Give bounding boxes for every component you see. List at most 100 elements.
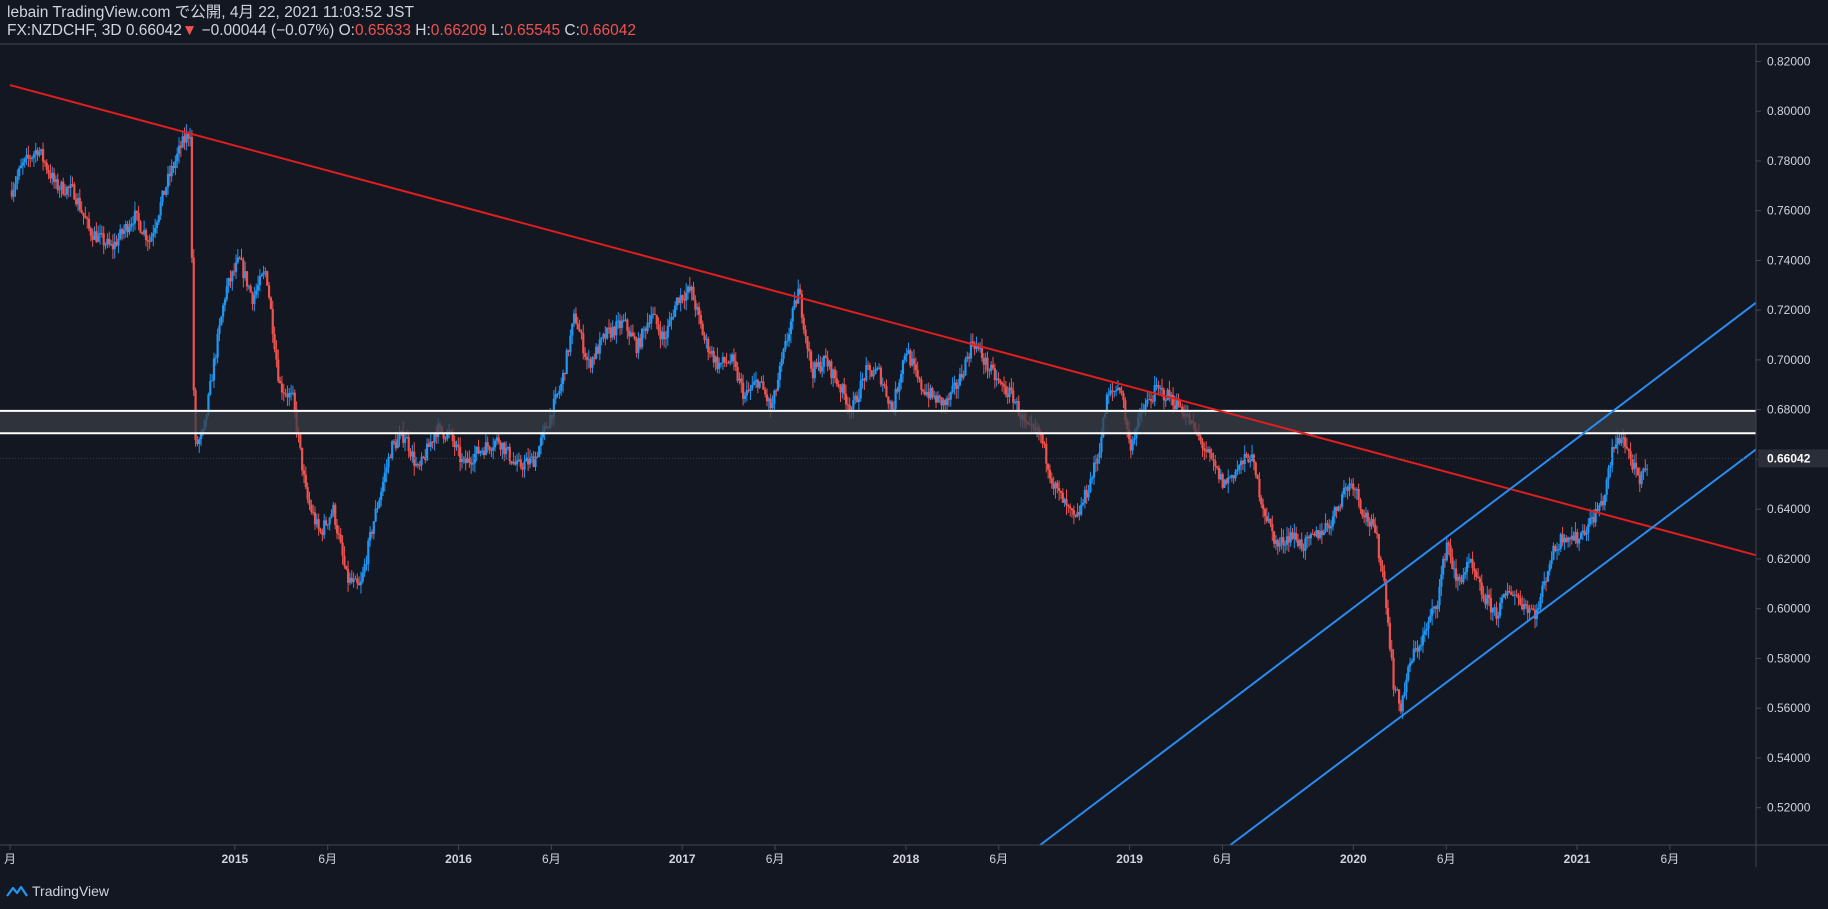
channel-lower-line[interactable] bbox=[1229, 448, 1757, 846]
candle bbox=[844, 384, 848, 413]
candle-body bbox=[903, 355, 906, 361]
candle bbox=[111, 234, 114, 260]
candle bbox=[563, 372, 566, 381]
candle bbox=[337, 525, 340, 540]
candle bbox=[1329, 520, 1333, 536]
candle bbox=[38, 147, 41, 158]
candle bbox=[486, 436, 489, 453]
candle bbox=[1265, 507, 1268, 524]
candle-body bbox=[898, 382, 901, 392]
candle bbox=[1574, 522, 1577, 544]
candle-body bbox=[492, 447, 495, 451]
candle-body bbox=[1081, 502, 1085, 505]
candle-body bbox=[523, 461, 526, 470]
tradingview-branding[interactable]: TradingView bbox=[6, 883, 109, 899]
candle-body bbox=[819, 361, 822, 372]
candle-body bbox=[914, 364, 917, 370]
candle bbox=[260, 273, 263, 277]
candle bbox=[1405, 673, 1408, 700]
candle-body bbox=[701, 323, 704, 336]
candle-body bbox=[865, 365, 868, 381]
candle bbox=[1363, 509, 1366, 524]
candle bbox=[703, 331, 706, 344]
candle bbox=[190, 129, 194, 263]
candle bbox=[387, 452, 390, 474]
candle-body bbox=[572, 313, 576, 324]
candle bbox=[1239, 457, 1243, 474]
candle bbox=[890, 399, 894, 411]
candle bbox=[1368, 517, 1371, 537]
candle-body bbox=[1592, 517, 1595, 523]
candle-body bbox=[451, 432, 454, 442]
candle-body bbox=[376, 507, 379, 509]
candle-body bbox=[1644, 468, 1647, 470]
candle bbox=[1278, 537, 1281, 552]
candle-body bbox=[1236, 469, 1239, 472]
candle bbox=[1554, 544, 1557, 553]
channel-upper-line[interactable] bbox=[1039, 301, 1757, 846]
candle-body bbox=[391, 441, 394, 459]
candle bbox=[420, 452, 423, 471]
candle-body bbox=[403, 438, 407, 443]
candle bbox=[323, 513, 326, 539]
candle-body bbox=[901, 360, 905, 375]
candle bbox=[52, 167, 56, 189]
candle bbox=[1276, 538, 1279, 555]
candle-body bbox=[185, 133, 188, 143]
candle bbox=[1146, 391, 1149, 408]
candle bbox=[1254, 461, 1257, 479]
candle bbox=[1631, 454, 1634, 473]
candle bbox=[1377, 533, 1380, 563]
candle-body bbox=[19, 165, 23, 169]
candle bbox=[708, 346, 712, 358]
candle bbox=[1443, 552, 1447, 568]
candle bbox=[490, 447, 493, 458]
candle bbox=[75, 193, 78, 207]
candle bbox=[1269, 518, 1272, 528]
descending-trendline[interactable] bbox=[9, 84, 1757, 557]
candle-body bbox=[1129, 439, 1132, 451]
candle bbox=[132, 215, 135, 232]
candle bbox=[1328, 518, 1331, 535]
candle-body bbox=[398, 434, 401, 440]
candle-body bbox=[45, 162, 48, 171]
candle bbox=[457, 437, 460, 457]
candle bbox=[980, 338, 984, 362]
candle-body bbox=[1469, 559, 1472, 562]
candle-body bbox=[933, 395, 936, 398]
candle-body bbox=[1506, 590, 1509, 596]
candle-body bbox=[350, 577, 353, 583]
candle bbox=[778, 362, 781, 388]
candle-body bbox=[284, 393, 287, 395]
y-tick-label: 0.60000 bbox=[1767, 602, 1811, 616]
candle-body bbox=[782, 349, 785, 359]
candle bbox=[21, 157, 24, 175]
candle-body bbox=[1519, 598, 1522, 605]
zone-fill[interactable] bbox=[0, 410, 1756, 434]
candle bbox=[120, 227, 124, 241]
candle-body bbox=[951, 385, 954, 393]
candle bbox=[242, 257, 245, 288]
candle-body bbox=[1342, 487, 1346, 495]
candle-body bbox=[743, 395, 747, 399]
candle-body bbox=[1148, 399, 1151, 401]
candle bbox=[1375, 525, 1379, 539]
candle bbox=[1043, 441, 1046, 449]
candle bbox=[313, 506, 317, 530]
candle bbox=[115, 235, 118, 247]
candle-body bbox=[672, 316, 675, 318]
candle-body bbox=[1623, 437, 1627, 447]
candle bbox=[345, 565, 348, 571]
candle bbox=[481, 447, 484, 456]
candle bbox=[315, 513, 318, 528]
candle bbox=[968, 352, 971, 367]
candle-body bbox=[73, 184, 76, 200]
candle-body bbox=[119, 229, 122, 239]
candle-body bbox=[1574, 532, 1577, 541]
candle bbox=[1454, 558, 1458, 588]
candle bbox=[833, 366, 837, 384]
candle-body bbox=[844, 393, 848, 405]
candle bbox=[1502, 593, 1505, 599]
candle-body bbox=[1278, 542, 1281, 547]
